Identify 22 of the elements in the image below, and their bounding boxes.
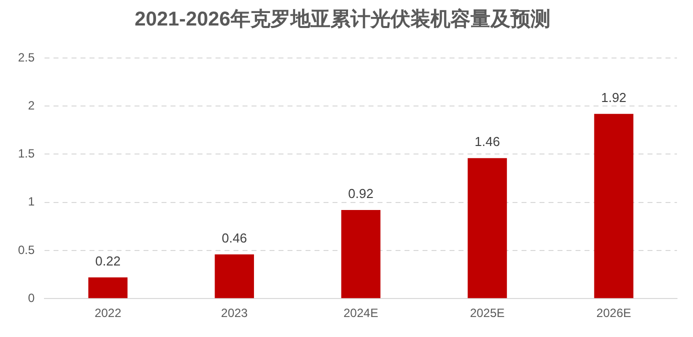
y-tick-label: 2 [28,98,35,112]
bar [594,114,634,298]
y-tick-label: 0 [28,290,35,305]
y-tick-label: 2.5 [18,50,35,64]
data-label: 1.92 [601,90,626,105]
x-tick-label: 2023 [221,306,248,320]
data-label: 0.92 [348,186,374,202]
data-label: 0.46 [222,230,248,246]
y-tick-label: 1.5 [18,146,35,161]
x-tick-label: 2026E [596,306,632,320]
bar [468,158,507,298]
bar [88,277,128,298]
y-tick-label: 1 [28,194,35,209]
x-tick-label: 2022 [94,306,122,320]
x-tick-label: 2025E [470,306,505,320]
data-label: 0.22 [95,254,121,269]
bar [341,210,380,298]
y-tick-label: 0.5 [18,242,35,257]
bar [214,254,254,298]
chart-title: 2021-2026年克罗地亚累计光伏装机容量及预测 [134,8,550,31]
x-tick-label: 2024E [343,306,378,320]
data-label: 1.46 [474,134,500,150]
